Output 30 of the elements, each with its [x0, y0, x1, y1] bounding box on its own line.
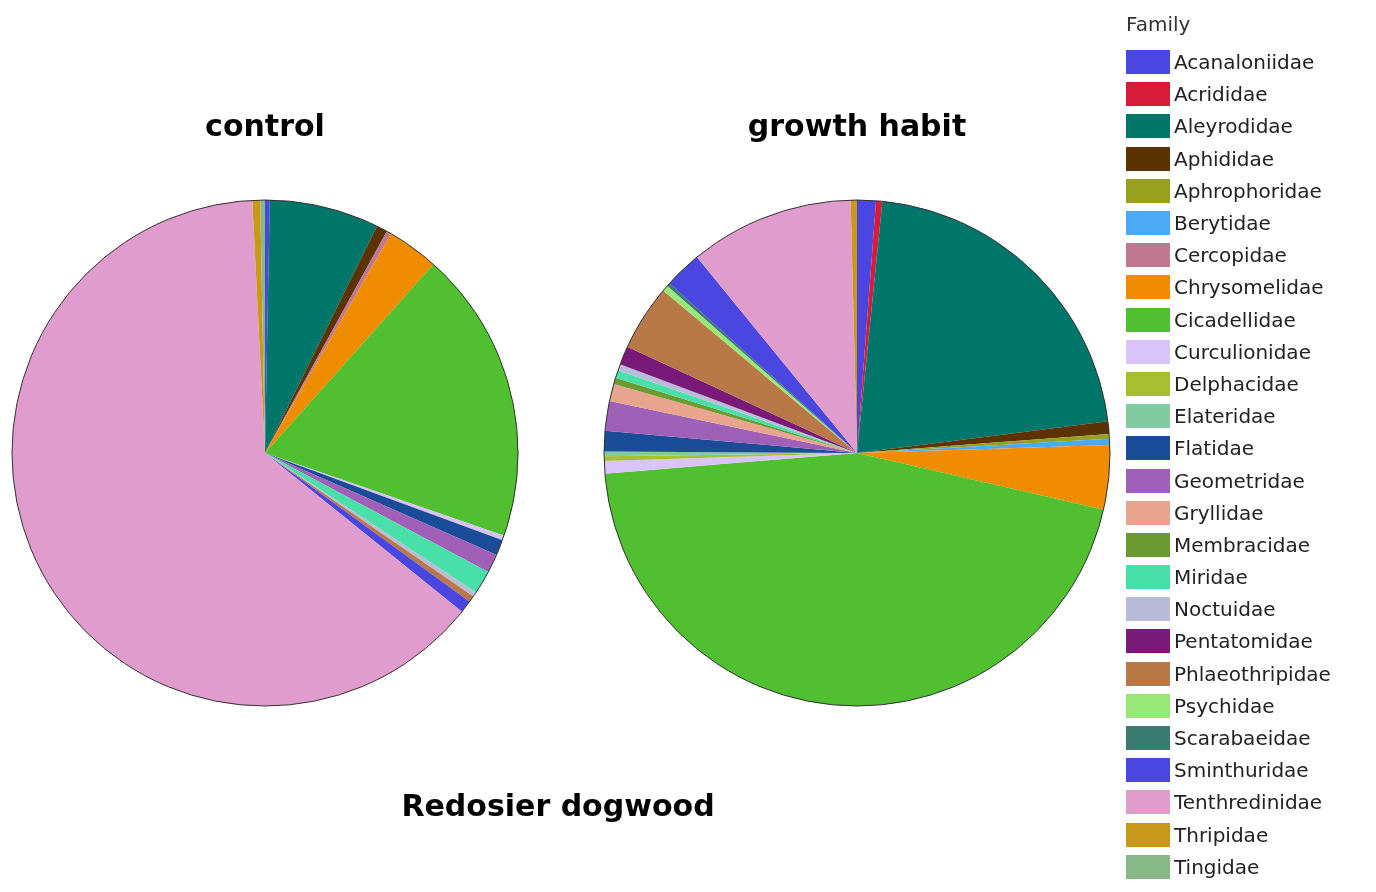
text: Redosier dogwood	[400, 788, 716, 823]
legend-label: Aphrophoridae	[1174, 178, 1322, 203]
legend-label: Thripidae	[1174, 822, 1269, 847]
legend-label: Flatidae	[1174, 436, 1254, 461]
legend-label: Phlaeothripidae	[1174, 661, 1331, 686]
legend-label: Berytidae	[1174, 211, 1271, 236]
legend-label: Geometridae	[1174, 468, 1305, 493]
legend-label: Chrysomelidae	[1174, 275, 1324, 300]
legend-title: Family	[1126, 12, 1192, 38]
legend-label: Acanaloniidae	[1174, 50, 1315, 75]
legend-label: Scarabaeidae	[1174, 726, 1311, 751]
slice-label: control	[204, 108, 326, 145]
legend-label: Tenthredinidae	[1174, 790, 1323, 815]
legend-label: Elateridae	[1174, 404, 1276, 429]
legend-label: Acrididae	[1174, 82, 1268, 107]
legend-label: Noctuidae	[1174, 597, 1276, 622]
legend-label: Aphididae	[1174, 146, 1275, 171]
slice-label: growth habit	[746, 108, 968, 145]
legend-label: Membracidae	[1174, 532, 1311, 557]
legend-label: Miridae	[1174, 565, 1248, 590]
legend-label: Psychidae	[1174, 693, 1275, 718]
legend-label: Delphacidae	[1174, 371, 1299, 396]
legend-label: Curculionidae	[1174, 339, 1311, 364]
legend-label: Pentatomidae	[1174, 629, 1313, 654]
legend-label: Tingidae	[1174, 854, 1260, 879]
legend-label: Gryllidae	[1174, 500, 1264, 525]
legend-label: Cicadellidae	[1174, 307, 1296, 332]
legend-label: Sminthuridae	[1174, 758, 1309, 783]
legend-label: Aleyrodidae	[1174, 114, 1293, 139]
legend-label: Cercopidae	[1174, 243, 1287, 268]
